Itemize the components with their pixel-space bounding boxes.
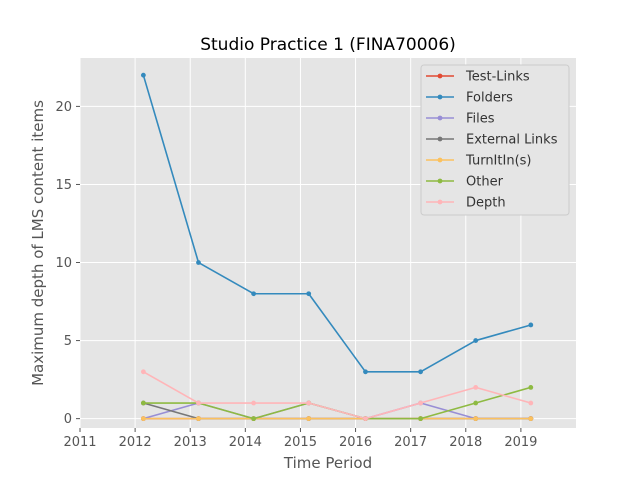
legend-label: External Links [466,133,558,148]
data-point [251,416,256,422]
x-axis-label: Time Period [283,454,372,472]
y-axis-label: Maximum depth of LMS content items [29,100,47,386]
legend-swatch-marker [437,94,443,100]
data-point [528,322,534,328]
y-tick-label: 5 [64,334,72,349]
legend-label: Files [466,112,495,127]
legend-label: Other [466,175,504,190]
series-depth [140,369,534,422]
legend-swatch-marker [437,136,443,142]
series-line [142,371,532,420]
y-tick-label: 20 [55,100,72,115]
x-tick-label: 2014 [229,435,262,450]
data-point [140,72,146,78]
legend-label: Depth [466,196,506,211]
x-axis-ticks: 2011 2012 2013 2014 2015 2016 2017 2018 2019 [63,428,537,450]
x-tick-label: 2012 [119,435,152,450]
series-group [140,72,534,422]
data-point [140,400,146,406]
data-point [363,369,368,375]
y-tick-label: 0 [64,412,72,427]
legend-item: Other [426,175,504,190]
y-tick-label: 15 [55,178,72,193]
data-point [251,291,256,297]
series-folders [140,72,534,375]
data-point [306,416,312,422]
legend-swatch-marker [437,73,443,79]
data-point [196,416,201,422]
data-point [473,416,479,422]
data-point [251,400,256,406]
legend-swatch-marker [437,157,443,163]
data-point [363,416,368,422]
legend-swatch-marker [437,115,443,121]
legend: Test-Links Folders Files External Links Turn… [420,64,570,216]
data-point [140,416,146,422]
legend-swatch-marker [437,199,443,205]
data-point [306,400,312,406]
data-point [306,291,312,297]
data-point [140,369,146,375]
x-tick-label: 2015 [284,435,317,450]
legend-item: External Links [426,133,558,148]
legend-label: TurnItIn(s) [465,154,531,169]
x-tick-label: 2011 [63,435,96,450]
x-tick-label: 2019 [504,435,537,450]
legend-item: Folders [426,91,513,106]
legend-label: Folders [466,91,513,106]
data-point [196,400,201,406]
series-line [142,74,532,373]
data-point [473,338,479,343]
y-tick-label: 10 [55,256,72,271]
data-point [528,416,534,422]
data-point [418,416,423,422]
data-point [528,385,534,390]
legend-label: Test-Links [465,70,530,85]
legend-item: Depth [426,196,506,211]
legend-box [420,64,570,216]
data-point [418,369,423,375]
x-tick-label: 2017 [394,435,427,450]
x-tick-label: 2016 [339,435,372,450]
data-point [473,400,479,406]
data-point [528,400,534,406]
y-axis-ticks: 0 5 10 15 20 [55,100,80,427]
legend-item: TurnItIn(s) [426,154,531,169]
data-point [196,260,201,265]
x-tick-label: 2018 [449,435,482,450]
legend-item: Test-Links [426,70,530,85]
data-point [418,400,423,406]
data-point [473,385,479,390]
legend-swatch-marker [437,178,443,184]
chart-title: Studio Practice 1 (FINA70006) [200,35,456,55]
legend-item: Files [426,112,495,127]
x-tick-label: 2013 [174,435,207,450]
